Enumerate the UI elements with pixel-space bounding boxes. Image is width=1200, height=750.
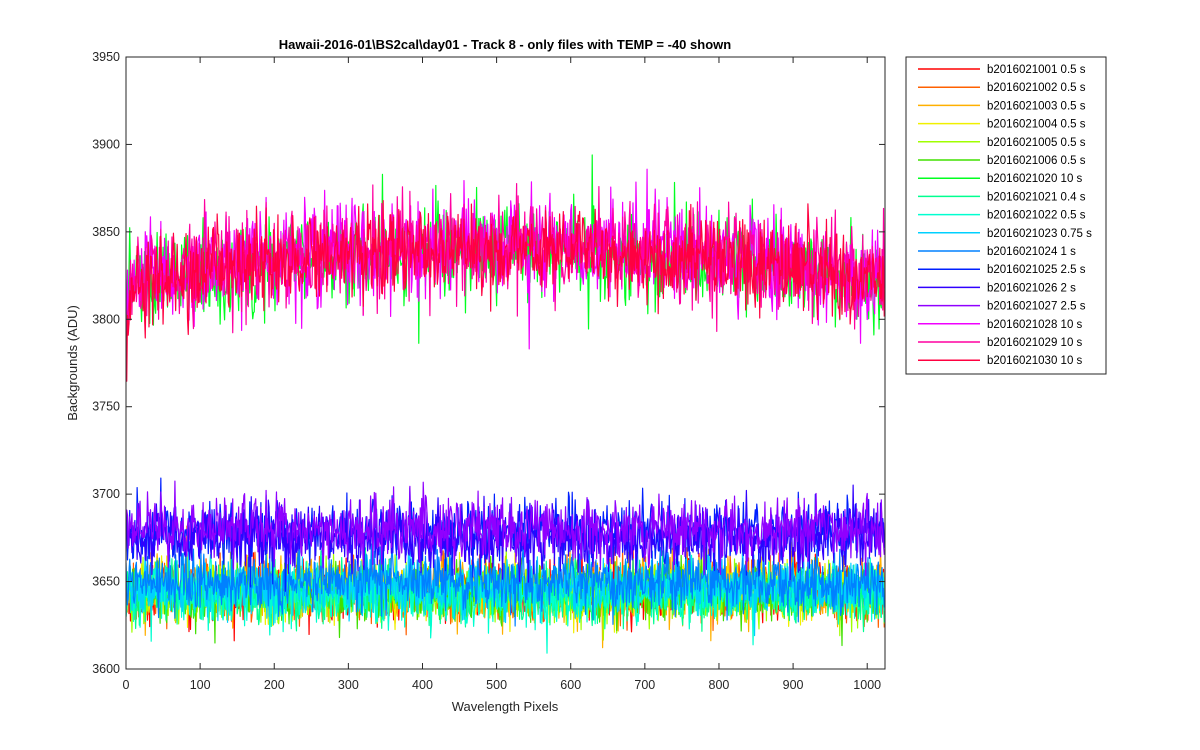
legend-entry: b2016021023 0.75 s (987, 228, 1092, 240)
series-line (126, 480, 885, 577)
x-tick-label: 1000 (853, 678, 881, 692)
y-tick-label: 3600 (92, 662, 120, 676)
chart-title: Hawaii-2016-01\BS2cal\day01 - Track 8 - … (279, 37, 731, 52)
y-tick-label: 3950 (92, 50, 120, 64)
legend: b2016021001 0.5 s b2016021002 0.5 s b20160… (905, 56, 1107, 375)
legend-entry: b2016021025 2.5 s (987, 264, 1086, 276)
x-axis: 0 100 200 300 400 500 600 700 800 900 1000 (123, 57, 881, 692)
legend-entry: b2016021024 1 s (987, 246, 1076, 258)
legend-entry: b2016021027 2.5 s (987, 301, 1086, 313)
x-tick-label: 200 (264, 678, 285, 692)
y-axis-label: Backgrounds (ADU) (65, 305, 80, 421)
legend-box (905, 56, 1107, 375)
y-tick-label: 3800 (92, 312, 120, 326)
legend-entry: b2016021028 10 s (987, 319, 1083, 331)
y-tick-label: 3850 (92, 225, 120, 239)
plot-frame (125, 56, 886, 670)
x-tick-label: 300 (338, 678, 359, 692)
y-tick-label: 3750 (92, 400, 120, 414)
legend-entry: b2016021020 10 s (987, 173, 1083, 185)
y-axis: 3600 3650 3700 3750 3800 3850 3900 3950 (92, 50, 885, 676)
series-line (126, 532, 885, 627)
series-layer (126, 154, 885, 654)
legend-entry: b2016021002 0.5 s (987, 82, 1086, 94)
legend-entry: b2016021006 0.5 s (987, 155, 1086, 167)
legend-entry: b2016021029 10 s (987, 337, 1083, 349)
x-tick-label: 0 (123, 678, 130, 692)
x-tick-label: 800 (709, 678, 730, 692)
x-tick-label: 600 (560, 678, 581, 692)
series-line (126, 199, 885, 382)
x-tick-label: 500 (486, 678, 507, 692)
legend-entry: b2016021004 0.5 s (987, 119, 1086, 131)
y-tick-label: 3700 (92, 487, 120, 501)
legend-entry: b2016021030 10 s (987, 355, 1083, 367)
y-tick-label: 3650 (92, 575, 120, 589)
x-tick-label: 900 (783, 678, 804, 692)
x-tick-label: 400 (412, 678, 433, 692)
y-tick-label: 3900 (92, 137, 120, 151)
x-tick-label: 100 (190, 678, 211, 692)
legend-entry: b2016021005 0.5 s (987, 137, 1086, 149)
x-tick-label: 700 (634, 678, 655, 692)
x-axis-label: Wavelength Pixels (452, 699, 559, 714)
legend-items: b2016021001 0.5 s b2016021002 0.5 s b20160… (918, 64, 1092, 367)
series-line (126, 484, 885, 583)
legend-entry: b2016021001 0.5 s (987, 64, 1086, 76)
legend-entry: b2016021026 2 s (987, 282, 1076, 294)
legend-entry: b2016021022 0.5 s (987, 210, 1086, 222)
legend-entry: b2016021021 0.4 s (987, 191, 1086, 203)
legend-entry: b2016021003 0.5 s (987, 100, 1086, 112)
